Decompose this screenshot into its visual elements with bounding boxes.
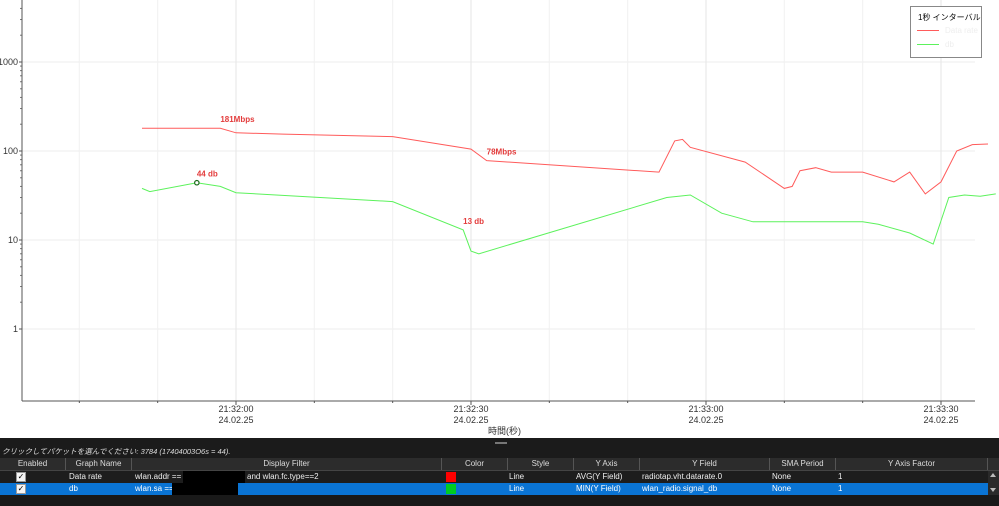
- redacted-address: [183, 471, 245, 483]
- col-y-axis[interactable]: Y Axis: [574, 458, 640, 470]
- vertical-scrollbar[interactable]: [988, 471, 999, 495]
- legend-label-db: db: [945, 39, 954, 49]
- display-filter-prefix[interactable]: wlan.sa ==: [135, 484, 174, 493]
- graph-plot-area[interactable]: 1 10 100 1000 21:32:00 24.02.25 21:32:30 24.02.…: [0, 0, 999, 438]
- x-axis-label: 時間(秒): [488, 425, 521, 436]
- x-tick-date-label: 24.02.25: [218, 415, 253, 425]
- col-display-filter[interactable]: Display Filter: [132, 458, 442, 470]
- x-tick-date-label: 24.02.25: [453, 415, 488, 425]
- data-label: 181Mbps: [220, 115, 255, 124]
- y-axis-factor-value[interactable]: 1: [838, 484, 843, 493]
- data-label: 13 db: [463, 217, 484, 226]
- legend-label-data-rate: Data rate: [945, 25, 978, 35]
- legend-swatch-db: [917, 43, 939, 45]
- y-tick-label: 1: [13, 324, 18, 334]
- col-y-field[interactable]: Y Field: [640, 458, 770, 470]
- y-axis-value[interactable]: MIN(Y Field): [576, 484, 621, 493]
- scroll-up-icon[interactable]: [990, 473, 996, 477]
- graph-name: db: [69, 484, 78, 493]
- col-graph-name[interactable]: Graph Name: [66, 458, 132, 470]
- data-label: 78Mbps: [487, 148, 517, 157]
- col-y-axis-factor[interactable]: Y Axis Factor: [836, 458, 988, 470]
- scroll-down-icon[interactable]: [990, 488, 996, 492]
- x-tick-label: 21:33:00: [688, 404, 723, 414]
- graph-name: Data rate: [69, 472, 102, 481]
- chart-legend: 1秒 インターバル Data rate db: [910, 6, 982, 58]
- x-tick-label: 21:32:30: [453, 404, 488, 414]
- data-point-marker: [194, 179, 200, 186]
- color-swatch[interactable]: [446, 472, 456, 482]
- col-style[interactable]: Style: [508, 458, 574, 470]
- y-tick-label: 100: [3, 146, 18, 156]
- y-tick-label: 1000: [0, 57, 18, 67]
- table-row[interactable]: ✓ db wlan.sa == Line MIN(Y Field) wlan_r…: [0, 483, 999, 495]
- io-graph-chart: 110100100021:32:0024.02.2521:32:3024.02.…: [0, 0, 996, 436]
- x-tick-date-label: 24.02.25: [688, 415, 723, 425]
- x-tick-label: 21:32:00: [218, 404, 253, 414]
- color-swatch[interactable]: [446, 484, 456, 494]
- legend-entry-data-rate: Data rate: [917, 24, 999, 36]
- splitter-handle[interactable]: [495, 442, 507, 444]
- enabled-checkbox[interactable]: ✓: [16, 484, 26, 494]
- redacted-address: [172, 483, 238, 495]
- data-label: 44 db: [197, 170, 218, 179]
- col-color[interactable]: Color: [442, 458, 508, 470]
- style-value[interactable]: Line: [509, 484, 525, 493]
- display-filter-suffix[interactable]: and wlan.fc.type==2: [247, 472, 319, 481]
- style-value[interactable]: Line: [509, 472, 525, 481]
- legend-title: 1秒 インターバル: [918, 13, 981, 22]
- table-row[interactable]: ✓ Data rate wlan.addr == and wlan.fc.typ…: [0, 471, 999, 483]
- status-bar: クリックしてパケットを選んでください: 3784 (17404003O6s = …: [0, 438, 999, 458]
- x-tick-label: 21:33:30: [923, 404, 958, 414]
- x-tick-date-label: 24.02.25: [923, 415, 958, 425]
- enabled-checkbox[interactable]: ✓: [16, 472, 26, 482]
- col-sma-period[interactable]: SMA Period: [770, 458, 836, 470]
- status-text: クリックしてパケットを選んでください: 3784 (17404003O6s = …: [2, 447, 231, 456]
- graph-table: Enabled Graph Name Display Filter Color …: [0, 458, 999, 506]
- y-field-value[interactable]: wlan_radio.signal_db: [642, 484, 718, 493]
- sma-value[interactable]: None: [772, 472, 792, 481]
- series-line-db: [141, 182, 996, 255]
- y-tick-label: 10: [8, 235, 18, 245]
- col-enabled[interactable]: Enabled: [0, 458, 66, 470]
- legend-entry-db: db: [917, 38, 999, 50]
- sma-value[interactable]: None: [772, 484, 792, 493]
- series-line-data-rate: [142, 127, 989, 195]
- table-header: Enabled Graph Name Display Filter Color …: [0, 458, 999, 471]
- legend-swatch-data-rate: [917, 29, 939, 31]
- y-axis-factor-value[interactable]: 1: [838, 472, 843, 481]
- display-filter-prefix[interactable]: wlan.addr ==: [135, 472, 182, 481]
- y-field-value[interactable]: radiotap.vht.datarate.0: [642, 472, 723, 481]
- y-axis-value[interactable]: AVG(Y Field): [576, 472, 623, 481]
